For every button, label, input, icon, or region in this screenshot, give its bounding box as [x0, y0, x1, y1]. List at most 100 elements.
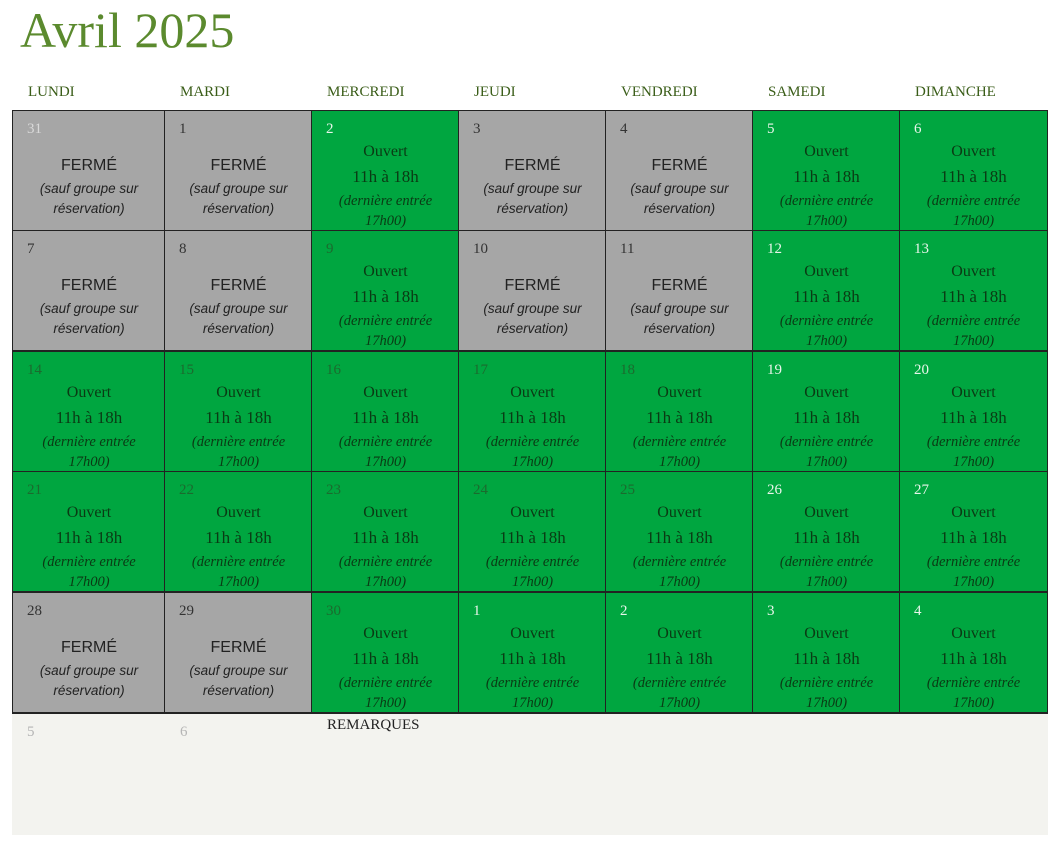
day-note-line: (sauf groupe sur — [189, 181, 288, 196]
day-note: (dernière entrée 17h00) — [316, 552, 455, 591]
day-note-line: 17h00) — [68, 574, 110, 590]
calendar-day-cell: 16 Ouvert 11h à 18h (dernière entrée 17h00) — [311, 351, 460, 472]
day-note-line: (dernière entrée — [338, 434, 433, 450]
day-note-line: 17h00) — [805, 213, 848, 229]
day-status: Ouvert — [951, 384, 996, 401]
calendar-day-cell: 10 FERMÉ (sauf groupe sur réservation) — [458, 230, 607, 351]
day-note-line: 17h00) — [658, 695, 701, 711]
opening-hours: 11h à 18h — [499, 649, 566, 668]
day-note: (dernière entrée 17h00) — [904, 311, 1043, 350]
day-number: 3 — [767, 603, 775, 619]
day-note-line: (sauf groupe sur — [39, 663, 139, 678]
opening-hours: 11h à 18h — [793, 167, 860, 186]
opening-hours: 11h à 18h — [793, 649, 860, 668]
day-number: 1 — [473, 603, 481, 619]
day-note-line: 17h00) — [805, 695, 848, 711]
day-note: (sauf groupe sur réservation) — [463, 299, 602, 339]
calendar-day-cell: 1 FERMÉ (sauf groupe sur réservation) — [164, 110, 313, 231]
day-note: (dernière entrée 17h00) — [757, 311, 896, 350]
day-number: 6 — [914, 121, 922, 137]
day-note: (dernière entrée 17h00) — [904, 432, 1043, 471]
day-status: FERMÉ — [61, 639, 117, 656]
day-number: 31 — [27, 121, 42, 137]
day-note: (dernière entrée 17h00) — [463, 552, 602, 591]
day-note-line: 17h00) — [952, 333, 995, 349]
day-note-line: 17h00) — [952, 574, 995, 590]
day-status: Ouvert — [804, 504, 849, 521]
day-note-line: (dernière entrée — [779, 193, 874, 209]
day-number: 18 — [620, 362, 635, 378]
opening-hours: 11h à 18h — [205, 528, 272, 547]
calendar-day-cell: 14 Ouvert 11h à 18h (dernière entrée 17h00) — [12, 351, 166, 472]
day-note-line: 17h00) — [658, 574, 701, 590]
weekday-monday: LUNDI — [28, 84, 75, 100]
day-note-line: 17h00) — [364, 333, 407, 349]
weekday-sunday: DIMANCHE — [915, 84, 996, 100]
day-note: (dernière entrée 17h00) — [757, 191, 896, 230]
day-note-line: 17h00) — [805, 454, 848, 470]
opening-hours: 11h à 18h — [352, 528, 419, 547]
day-status: Ouvert — [66, 384, 112, 401]
opening-hours: 11h à 18h — [55, 408, 123, 427]
calendar-day-cell: 20 Ouvert 11h à 18h (dernière entrée 17h00) — [899, 351, 1048, 472]
day-note-line: 17h00) — [805, 333, 848, 349]
day-note-line: (dernière entrée — [779, 554, 874, 570]
day-number: 7 — [27, 241, 35, 257]
calendar-day-cell: 28 FERMÉ (sauf groupe sur réservation) — [12, 592, 166, 713]
day-number: 20 — [914, 362, 929, 378]
day-number: 4 — [914, 603, 922, 619]
opening-hours: 11h à 18h — [940, 287, 1007, 306]
day-note: (dernière entrée 17h00) — [610, 432, 749, 471]
day-number: 10 — [473, 241, 488, 257]
day-number: 12 — [767, 241, 782, 257]
calendar-day-cell: 25 Ouvert 11h à 18h (dernière entrée 17h00) — [605, 471, 754, 592]
day-note: (dernière entrée 17h00) — [904, 552, 1043, 591]
day-note-line: (dernière entrée — [338, 313, 433, 329]
day-note-line: (dernière entrée — [485, 554, 580, 570]
day-note: (dernière entrée 17h00) — [463, 432, 602, 471]
day-note-line: (dernière entrée — [485, 675, 580, 691]
opening-hours: 11h à 18h — [940, 408, 1007, 427]
day-note: (sauf groupe sur réservation) — [17, 299, 161, 339]
weekday-header: LUNDI MARDI MERCREDI JEUDI VENDREDI SAME… — [12, 80, 1048, 110]
day-note-line: (sauf groupe sur — [189, 663, 288, 678]
opening-hours: 11h à 18h — [352, 408, 419, 427]
day-number: 16 — [326, 362, 341, 378]
day-note-line: réservation) — [53, 321, 125, 336]
calendar-day-cell: 1 Ouvert 11h à 18h (dernière entrée 17h00) — [458, 592, 607, 713]
opening-hours: 11h à 18h — [940, 649, 1007, 668]
opening-hours: 11h à 18h — [793, 287, 860, 306]
day-status: Ouvert — [804, 384, 849, 401]
day-status: Ouvert — [657, 625, 702, 642]
day-status: Ouvert — [363, 143, 408, 160]
weekday-tuesday: MARDI — [180, 84, 231, 100]
day-note: (dernière entrée 17h00) — [316, 191, 455, 230]
day-number: 15 — [179, 362, 194, 378]
day-status: Ouvert — [804, 625, 849, 642]
day-status: FERMÉ — [210, 639, 267, 656]
opening-hours: 11h à 18h — [793, 528, 860, 547]
day-note-line: réservation) — [53, 683, 125, 698]
day-number: 26 — [767, 482, 782, 498]
day-number: 19 — [767, 362, 782, 378]
day-note-line: (dernière entrée — [338, 675, 433, 691]
trailing-day: 6 — [180, 724, 188, 740]
calendar-day-cell: 2 Ouvert 11h à 18h (dernière entrée 17h00) — [311, 110, 460, 231]
day-status: FERMÉ — [61, 157, 117, 174]
calendar-day-cell: 21 Ouvert 11h à 18h (dernière entrée 17h00) — [12, 471, 166, 592]
day-status: Ouvert — [951, 625, 996, 642]
day-note-line: (dernière entrée — [191, 554, 286, 570]
day-note-line: 17h00) — [952, 454, 995, 470]
day-number: 5 — [767, 121, 775, 137]
day-status: Ouvert — [804, 143, 849, 160]
day-note: (dernière entrée 17h00) — [316, 673, 455, 712]
day-note: (dernière entrée 17h00) — [904, 191, 1043, 230]
day-note: (dernière entrée 17h00) — [610, 673, 749, 712]
calendar-day-cell: 18 Ouvert 11h à 18h (dernière entrée 17h00) — [605, 351, 754, 472]
opening-hours: 11h à 18h — [646, 408, 713, 427]
day-number: 29 — [179, 603, 194, 619]
day-number: 21 — [27, 482, 42, 498]
day-number: 2 — [620, 603, 628, 619]
calendar-day-cell: 23 Ouvert 11h à 18h (dernière entrée 17h00) — [311, 471, 460, 592]
calendar-day-cell: 26 Ouvert 11h à 18h (dernière entrée 17h00) — [752, 471, 901, 592]
